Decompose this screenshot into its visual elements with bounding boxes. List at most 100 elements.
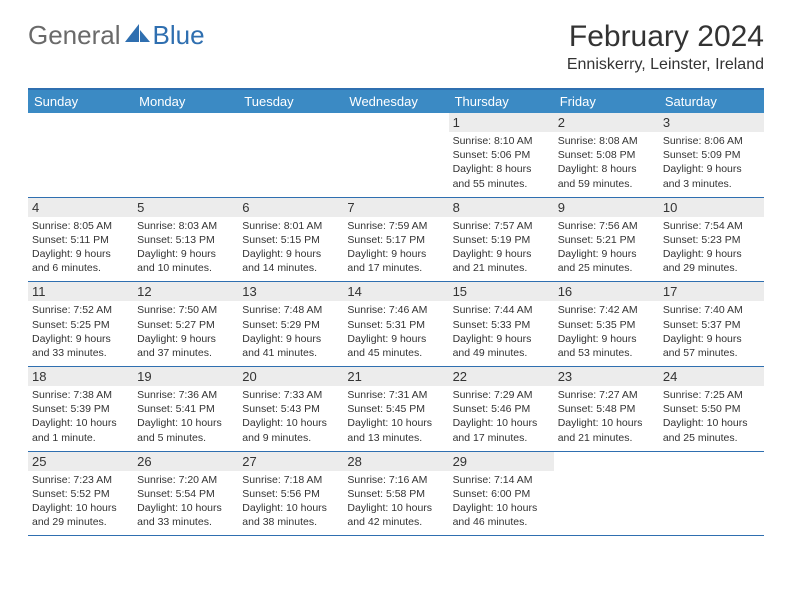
day-cell: 29 Sunrise: 7:14 AMSunset: 6:00 PMDayligh… bbox=[449, 452, 554, 536]
day-cell: 18 Sunrise: 7:38 AMSunset: 5:39 PMDayligh… bbox=[28, 367, 133, 451]
day-cell: 15 Sunrise: 7:44 AMSunset: 5:33 PMDayligh… bbox=[449, 282, 554, 366]
day-detail: Sunrise: 7:56 AMSunset: 5:21 PMDaylight:… bbox=[558, 219, 655, 276]
day-number: 9 bbox=[554, 198, 659, 217]
day-number: 12 bbox=[133, 282, 238, 301]
day-header-cell: Tuesday bbox=[238, 90, 343, 113]
day-cell: 12 Sunrise: 7:50 AMSunset: 5:27 PMDayligh… bbox=[133, 282, 238, 366]
day-cell: 14Sunrise: 7:46 AMSunset: 5:31 PMDayligh… bbox=[343, 282, 448, 366]
day-cell: 3 Sunrise: 8:06 AMSunset: 5:09 PMDaylight… bbox=[659, 113, 764, 197]
day-number: 24 bbox=[659, 367, 764, 386]
day-detail: Sunrise: 7:20 AMSunset: 5:54 PMDaylight:… bbox=[137, 473, 234, 530]
empty-cell bbox=[343, 113, 448, 197]
day-cell: 23 Sunrise: 7:27 AMSunset: 5:48 PMDayligh… bbox=[554, 367, 659, 451]
day-number: 13 bbox=[238, 282, 343, 301]
day-detail: Sunrise: 7:48 AMSunset: 5:29 PMDaylight:… bbox=[242, 303, 339, 360]
page-title: February 2024 bbox=[567, 20, 764, 54]
day-header-cell: Friday bbox=[554, 90, 659, 113]
day-detail: Sunrise: 7:18 AMSunset: 5:56 PMDaylight:… bbox=[242, 473, 339, 530]
empty-cell bbox=[133, 113, 238, 197]
day-number: 28 bbox=[343, 452, 448, 471]
day-detail: Sunrise: 7:27 AMSunset: 5:48 PMDaylight:… bbox=[558, 388, 655, 445]
day-cell: 4 Sunrise: 8:05 AMSunset: 5:11 PMDaylight… bbox=[28, 198, 133, 282]
day-number: 19 bbox=[133, 367, 238, 386]
day-number: 27 bbox=[238, 452, 343, 471]
day-cell: 2Sunrise: 8:08 AMSunset: 5:08 PMDaylight… bbox=[554, 113, 659, 197]
day-cell: 13 Sunrise: 7:48 AMSunset: 5:29 PMDayligh… bbox=[238, 282, 343, 366]
day-number: 23 bbox=[554, 367, 659, 386]
day-number: 26 bbox=[133, 452, 238, 471]
day-number: 11 bbox=[28, 282, 133, 301]
day-number: 4 bbox=[28, 198, 133, 217]
week-row: 1Sunrise: 8:10 AMSunset: 5:06 PMDaylight… bbox=[28, 113, 764, 198]
day-number: 18 bbox=[28, 367, 133, 386]
title-block: February 2024 Enniskerry, Leinster, Irel… bbox=[567, 20, 764, 74]
day-cell: 21Sunrise: 7:31 AMSunset: 5:45 PMDayligh… bbox=[343, 367, 448, 451]
week-row: 11 Sunrise: 7:52 AMSunset: 5:25 PMDayligh… bbox=[28, 282, 764, 367]
header: General Blue February 2024 Enniskerry, L… bbox=[0, 0, 792, 82]
week-row: 18 Sunrise: 7:38 AMSunset: 5:39 PMDayligh… bbox=[28, 367, 764, 452]
day-detail: Sunrise: 7:25 AMSunset: 5:50 PMDaylight:… bbox=[663, 388, 760, 445]
day-number: 20 bbox=[238, 367, 343, 386]
day-header-cell: Wednesday bbox=[343, 90, 448, 113]
day-header-cell: Sunday bbox=[28, 90, 133, 113]
day-detail: Sunrise: 7:23 AMSunset: 5:52 PMDaylight:… bbox=[32, 473, 129, 530]
logo-text-blue: Blue bbox=[153, 20, 205, 51]
day-number: 14 bbox=[343, 282, 448, 301]
location-label: Enniskerry, Leinster, Ireland bbox=[567, 56, 764, 74]
day-cell: 19 Sunrise: 7:36 AMSunset: 5:41 PMDayligh… bbox=[133, 367, 238, 451]
empty-cell bbox=[28, 113, 133, 197]
empty-cell bbox=[554, 452, 659, 536]
day-detail: Sunrise: 7:36 AMSunset: 5:41 PMDaylight:… bbox=[137, 388, 234, 445]
day-number: 25 bbox=[28, 452, 133, 471]
day-cell: 10 Sunrise: 7:54 AMSunset: 5:23 PMDayligh… bbox=[659, 198, 764, 282]
week-row: 25 Sunrise: 7:23 AMSunset: 5:52 PMDayligh… bbox=[28, 452, 764, 537]
day-number: 15 bbox=[449, 282, 554, 301]
day-detail: Sunrise: 7:52 AMSunset: 5:25 PMDaylight:… bbox=[32, 303, 129, 360]
day-detail: Sunrise: 7:38 AMSunset: 5:39 PMDaylight:… bbox=[32, 388, 129, 445]
day-cell: 8Sunrise: 7:57 AMSunset: 5:19 PMDaylight… bbox=[449, 198, 554, 282]
day-cell: 5 Sunrise: 8:03 AMSunset: 5:13 PMDaylight… bbox=[133, 198, 238, 282]
day-header-row: SundayMondayTuesdayWednesdayThursdayFrid… bbox=[28, 90, 764, 113]
day-cell: 16 Sunrise: 7:42 AMSunset: 5:35 PMDayligh… bbox=[554, 282, 659, 366]
day-cell: 20 Sunrise: 7:33 AMSunset: 5:43 PMDayligh… bbox=[238, 367, 343, 451]
calendar: SundayMondayTuesdayWednesdayThursdayFrid… bbox=[28, 88, 764, 536]
logo-sail-icon bbox=[125, 22, 151, 49]
day-detail: Sunrise: 8:06 AMSunset: 5:09 PMDaylight:… bbox=[663, 134, 760, 191]
day-cell: 6 Sunrise: 8:01 AMSunset: 5:15 PMDaylight… bbox=[238, 198, 343, 282]
day-number: 1 bbox=[449, 113, 554, 132]
day-detail: Sunrise: 7:42 AMSunset: 5:35 PMDaylight:… bbox=[558, 303, 655, 360]
day-detail: Sunrise: 8:01 AMSunset: 5:15 PMDaylight:… bbox=[242, 219, 339, 276]
day-number: 5 bbox=[133, 198, 238, 217]
day-cell: 17 Sunrise: 7:40 AMSunset: 5:37 PMDayligh… bbox=[659, 282, 764, 366]
day-number: 17 bbox=[659, 282, 764, 301]
day-cell: 26 Sunrise: 7:20 AMSunset: 5:54 PMDayligh… bbox=[133, 452, 238, 536]
day-number: 6 bbox=[238, 198, 343, 217]
day-detail: Sunrise: 7:54 AMSunset: 5:23 PMDaylight:… bbox=[663, 219, 760, 276]
day-number: 16 bbox=[554, 282, 659, 301]
day-cell: 28Sunrise: 7:16 AMSunset: 5:58 PMDayligh… bbox=[343, 452, 448, 536]
day-header-cell: Monday bbox=[133, 90, 238, 113]
day-cell: 1Sunrise: 8:10 AMSunset: 5:06 PMDaylight… bbox=[449, 113, 554, 197]
day-detail: Sunrise: 8:03 AMSunset: 5:13 PMDaylight:… bbox=[137, 219, 234, 276]
week-row: 4 Sunrise: 8:05 AMSunset: 5:11 PMDaylight… bbox=[28, 198, 764, 283]
day-number: 22 bbox=[449, 367, 554, 386]
day-cell: 11 Sunrise: 7:52 AMSunset: 5:25 PMDayligh… bbox=[28, 282, 133, 366]
day-detail: Sunrise: 7:14 AMSunset: 6:00 PMDaylight:… bbox=[453, 473, 550, 530]
day-detail: Sunrise: 7:44 AMSunset: 5:33 PMDaylight:… bbox=[453, 303, 550, 360]
day-number: 2 bbox=[554, 113, 659, 132]
day-header-cell: Thursday bbox=[449, 90, 554, 113]
day-detail: Sunrise: 7:50 AMSunset: 5:27 PMDaylight:… bbox=[137, 303, 234, 360]
day-number: 21 bbox=[343, 367, 448, 386]
day-number: 3 bbox=[659, 113, 764, 132]
day-detail: Sunrise: 7:33 AMSunset: 5:43 PMDaylight:… bbox=[242, 388, 339, 445]
day-cell: 9 Sunrise: 7:56 AMSunset: 5:21 PMDaylight… bbox=[554, 198, 659, 282]
day-cell: 25 Sunrise: 7:23 AMSunset: 5:52 PMDayligh… bbox=[28, 452, 133, 536]
day-number: 29 bbox=[449, 452, 554, 471]
day-detail: Sunrise: 7:59 AMSunset: 5:17 PMDaylight:… bbox=[347, 219, 444, 276]
day-number: 10 bbox=[659, 198, 764, 217]
day-detail: Sunrise: 7:40 AMSunset: 5:37 PMDaylight:… bbox=[663, 303, 760, 360]
day-number: 7 bbox=[343, 198, 448, 217]
empty-cell bbox=[659, 452, 764, 536]
day-detail: Sunrise: 8:05 AMSunset: 5:11 PMDaylight:… bbox=[32, 219, 129, 276]
day-cell: 22Sunrise: 7:29 AMSunset: 5:46 PMDayligh… bbox=[449, 367, 554, 451]
